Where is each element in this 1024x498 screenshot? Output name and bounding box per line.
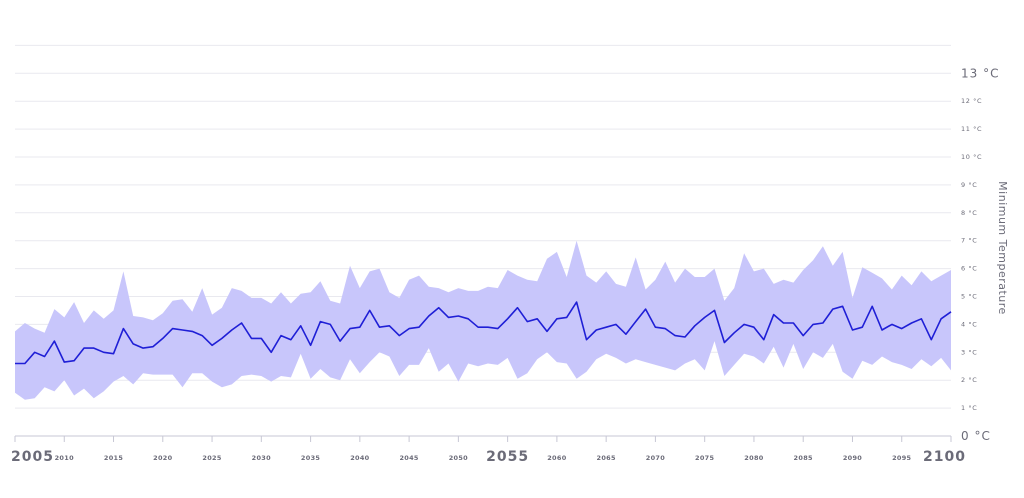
x-tick-label: 2005	[11, 449, 54, 465]
range-band	[15, 240, 951, 400]
x-tick-label: 2015	[104, 454, 123, 462]
y-tick-label: 0 °C	[961, 429, 991, 443]
y-tick-label: 4 °C	[961, 320, 977, 328]
x-tick-label: 2055	[486, 449, 529, 465]
y-tick-label: 13 °C	[961, 66, 999, 80]
x-tick-label: 2030	[252, 454, 271, 462]
x-tick-label: 2020	[153, 454, 172, 462]
x-tick-label: 2075	[695, 454, 714, 462]
y-axis-title: Minimum Temperature	[996, 181, 1009, 315]
y-tick-label: 10 °C	[961, 153, 982, 161]
axes: 0 °C 1 °C 2 °C 3 °C 4 °C 5 °C 6 °C 7 °C 8 °C 9 °C…	[11, 66, 999, 465]
x-tick-label: 2065	[597, 454, 616, 462]
x-tick-label: 2040	[350, 454, 369, 462]
x-tick-label: 2095	[892, 454, 911, 462]
median-line	[15, 301, 952, 365]
x-tick-label: 2060	[547, 454, 566, 462]
y-tick-label: 5 °C	[961, 293, 977, 301]
x-tick-label: 2090	[843, 454, 862, 462]
x-tick-label: 2070	[646, 454, 665, 462]
x-tick-label: 2050	[449, 454, 468, 462]
y-tick-label: 6 °C	[961, 265, 977, 273]
x-tick-label: 2085	[794, 454, 813, 462]
y-tick-label: 2 °C	[961, 376, 977, 384]
y-tick-label: 12 °C	[961, 97, 982, 105]
x-tick-label: 2025	[202, 454, 221, 462]
x-tick-label: 2045	[399, 454, 418, 462]
y-tick-label: 9 °C	[961, 181, 977, 189]
y-tick-label: 3 °C	[961, 348, 977, 356]
x-tick-label: 2035	[301, 454, 320, 462]
x-tick-label: 2080	[744, 454, 763, 462]
y-tick-label: 8 °C	[961, 209, 977, 217]
y-tick-label: 1 °C	[961, 404, 977, 412]
x-tick-label: 2010	[55, 454, 74, 462]
y-tick-label: 7 °C	[961, 237, 977, 245]
y-tick-label: 11 °C	[961, 125, 982, 133]
x-tick-label: 2100	[923, 449, 966, 465]
